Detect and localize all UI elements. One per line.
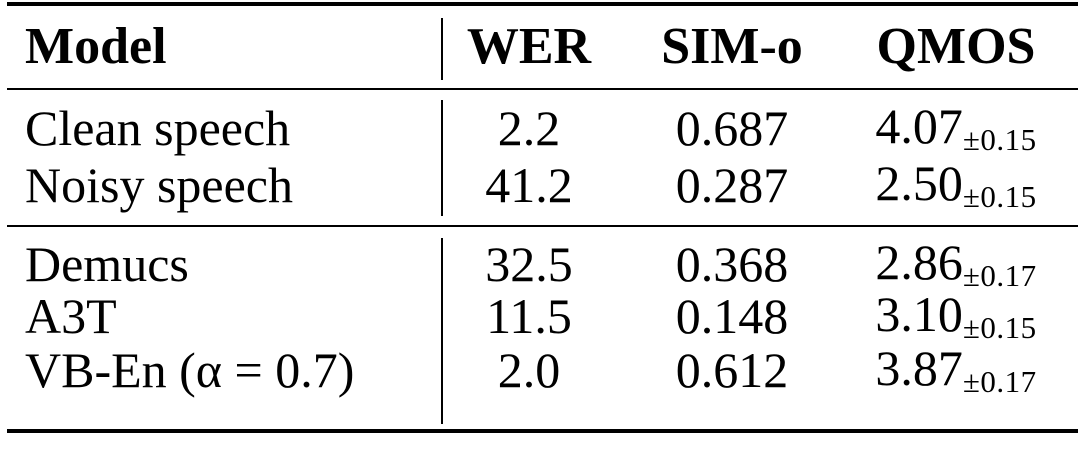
sim-o-value: 0.287: [675, 156, 789, 213]
qmos-mean: 3.10: [875, 286, 963, 342]
qmos-mean: 4.07: [875, 97, 963, 154]
qmos-value: 3.87±0.17: [848, 343, 1064, 397]
sim-o-value: 0.687: [675, 99, 789, 156]
model-name: Clean speech: [25, 99, 291, 156]
wer-value: 32.5: [485, 236, 573, 292]
model-name: A3T: [25, 288, 117, 344]
table-row-demucs: Demucs 32.5 0.368 2.86±0.17: [10, 236, 1064, 292]
qmos-value: 3.10±0.15: [848, 289, 1064, 343]
qmos-stddev: ±0.17: [962, 258, 1037, 293]
model-name: Demucs: [25, 236, 189, 292]
qmos-mean: 2.86: [875, 234, 963, 290]
qmos-mean: 2.50: [875, 154, 963, 211]
qmos-value: 2.50±0.15: [848, 158, 1064, 212]
column-header-sim-o: SIM-o: [661, 18, 803, 75]
column-divider-group2: [441, 238, 443, 424]
sim-o-value: 0.148: [675, 288, 789, 344]
table-header-row: Model WER SIM-o QMOS: [10, 6, 1064, 88]
table-bottom-rule: [7, 429, 1078, 433]
column-header-qmos: QMOS: [876, 18, 1036, 75]
table-group-separator-rule: [7, 225, 1078, 227]
qmos-value: 2.86±0.17: [848, 237, 1064, 291]
column-header-wer: WER: [466, 18, 592, 75]
model-name: VB-En (α = 0.7): [25, 342, 355, 398]
table-row-a3t: A3T 11.5 0.148 3.10±0.15: [10, 288, 1064, 344]
table-row-noisy-speech: Noisy speech 41.2 0.287 2.50±0.15: [10, 156, 1064, 213]
qmos-value: 4.07±0.15: [848, 101, 1064, 155]
table-top-rule: [7, 2, 1078, 6]
qmos-stddev: ±0.15: [962, 178, 1037, 214]
qmos-stddev: ±0.15: [962, 121, 1037, 157]
qmos-stddev: ±0.17: [962, 364, 1037, 399]
wer-value: 41.2: [485, 156, 573, 213]
model-name: Noisy speech: [25, 156, 293, 213]
sim-o-value: 0.612: [675, 342, 789, 398]
table-row-clean-speech: Clean speech 2.2 0.687 4.07±0.15: [10, 99, 1064, 156]
wer-value: 2.2: [497, 99, 561, 156]
column-header-model: Model: [25, 18, 167, 75]
qmos-stddev: ±0.15: [962, 310, 1037, 345]
table-row-vb-en: VB-En (α = 0.7) 2.0 0.612 3.87±0.17: [10, 341, 1064, 399]
wer-value: 11.5: [486, 288, 572, 344]
column-divider-header: [441, 18, 443, 80]
sim-o-value: 0.368: [675, 236, 789, 292]
column-divider-group1: [441, 100, 443, 216]
wer-value: 2.0: [497, 342, 561, 398]
qmos-mean: 3.87: [875, 340, 963, 396]
table-header-rule: [7, 88, 1078, 90]
